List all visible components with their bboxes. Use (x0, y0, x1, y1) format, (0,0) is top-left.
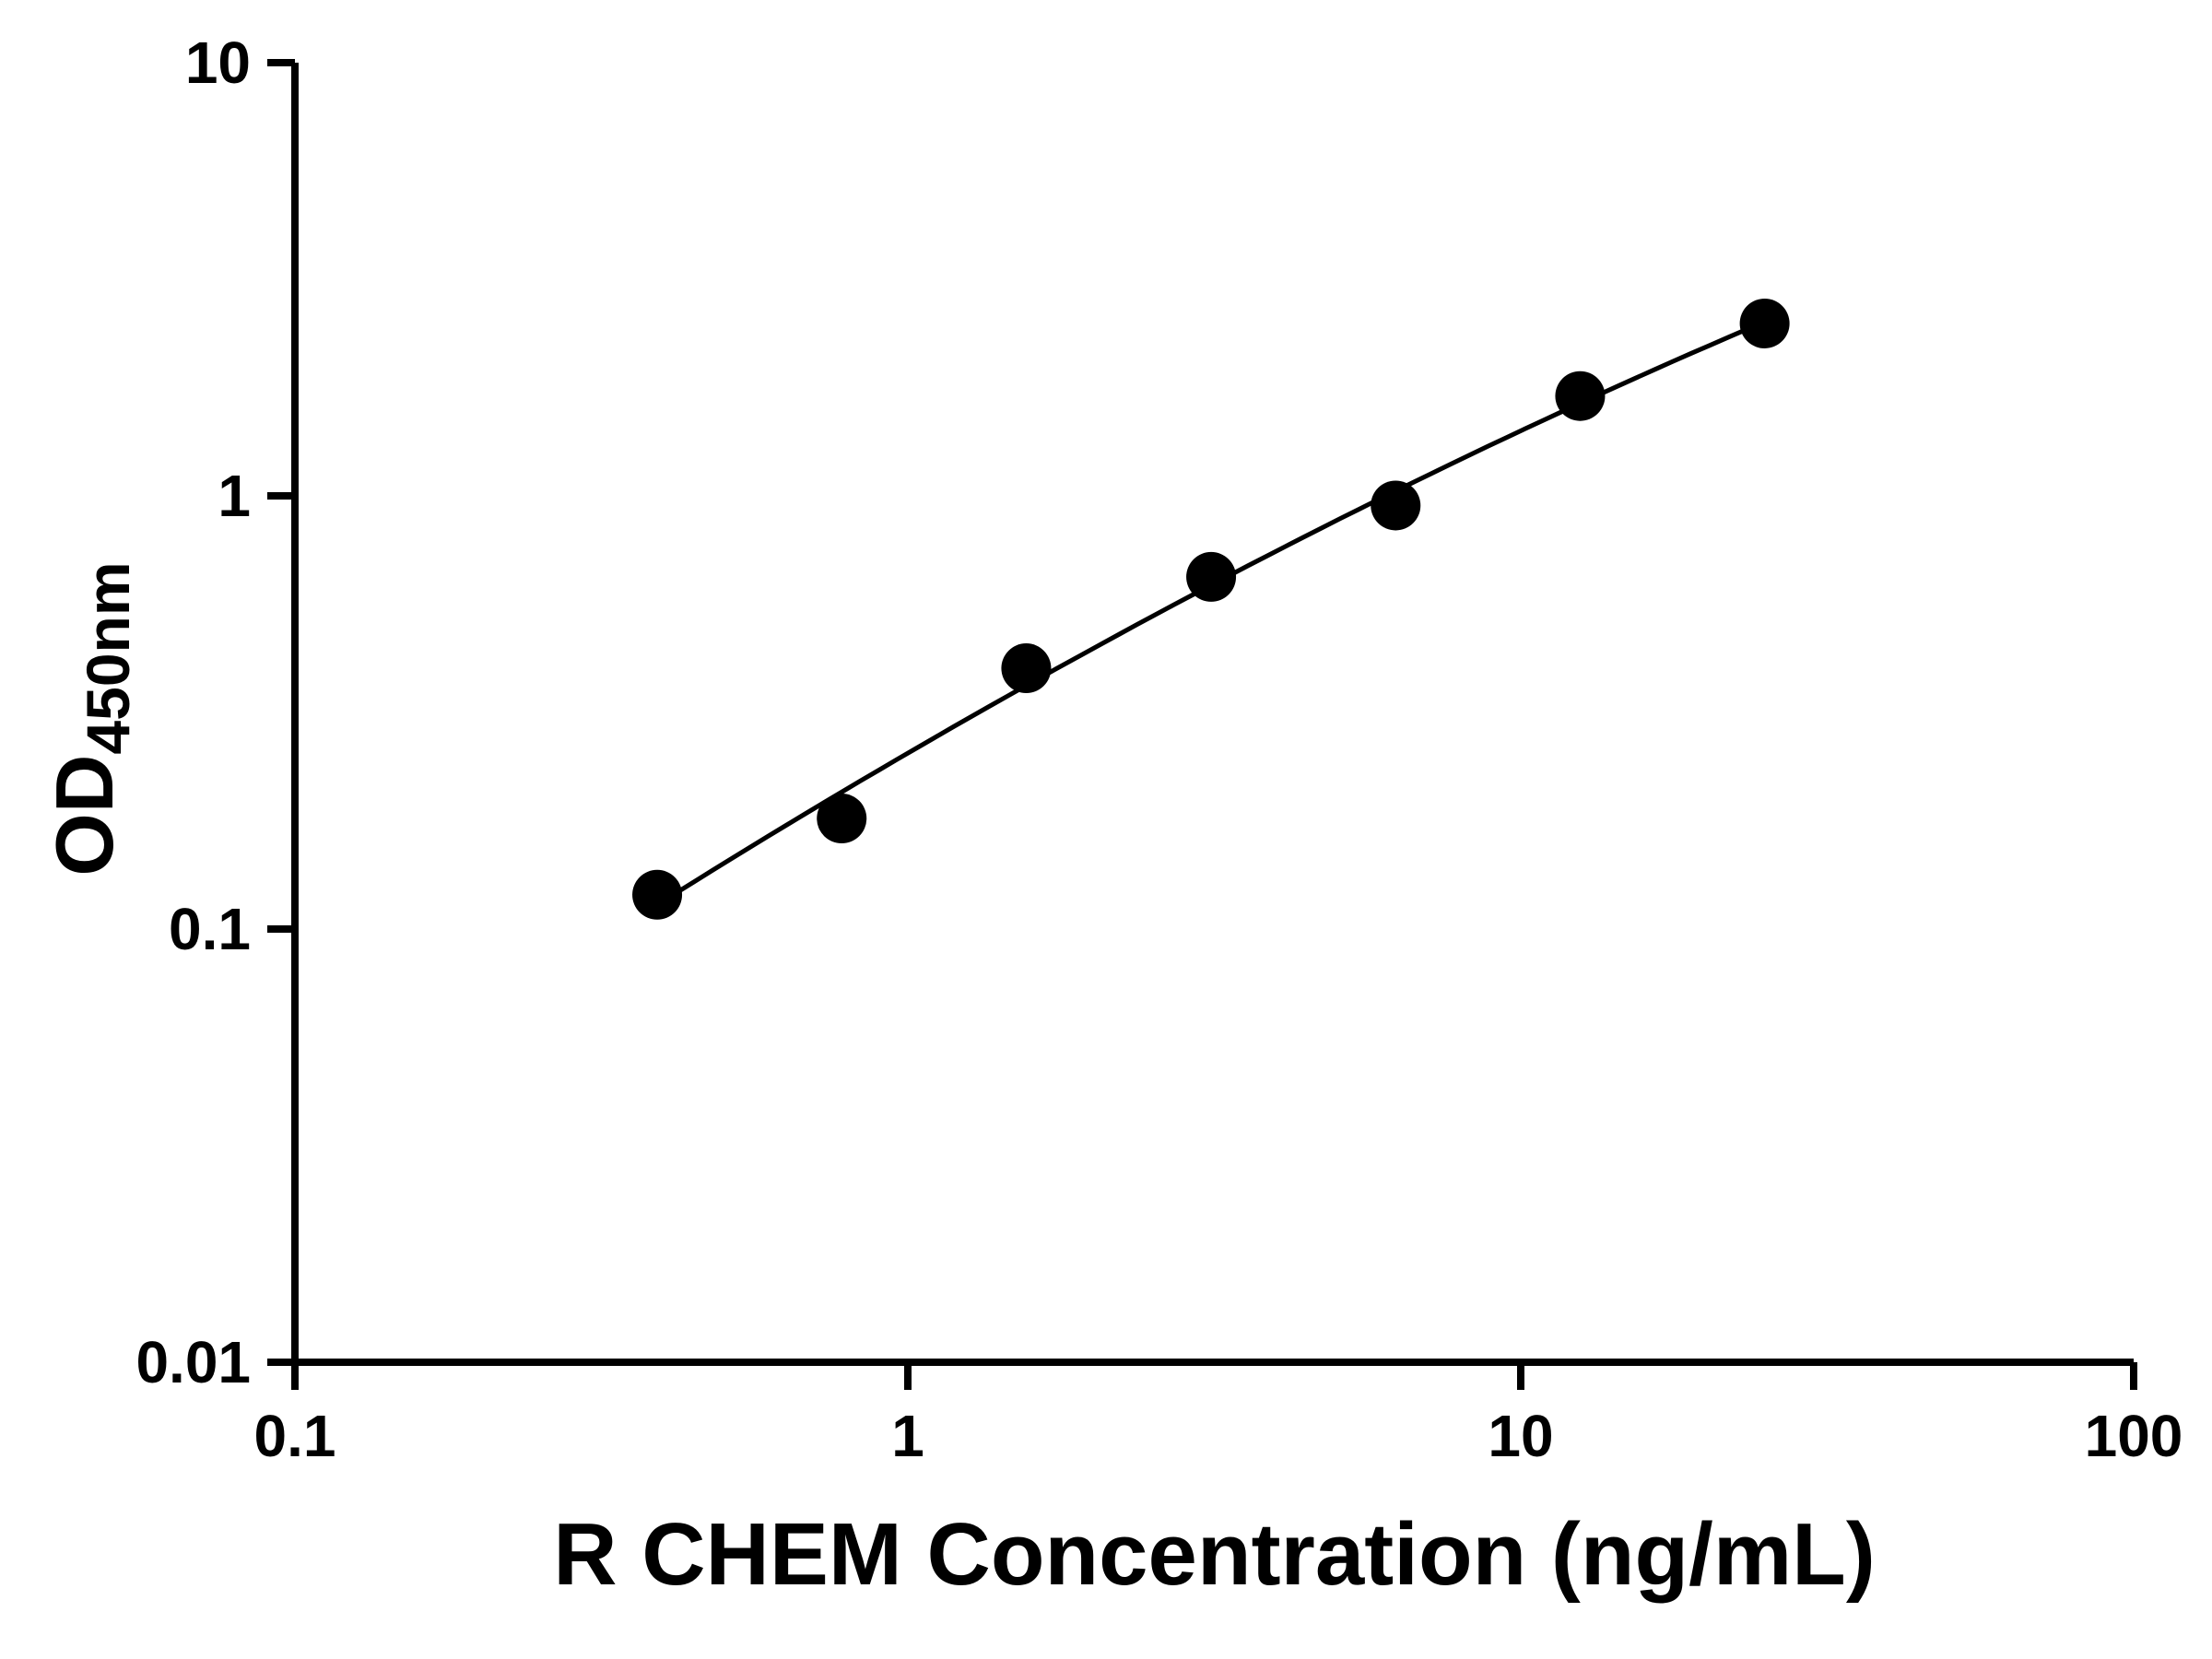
data-point (632, 869, 683, 920)
x-tick-label: 1 (891, 1403, 924, 1469)
data-point (1186, 551, 1237, 602)
y-axis-title: OD450nm (28, 442, 142, 995)
data-point (1001, 643, 1052, 694)
data-point (1371, 480, 1421, 531)
data-point (1555, 371, 1606, 421)
x-tick-label: 10 (1488, 1403, 1553, 1469)
x-tick-label: 100 (2085, 1403, 2183, 1469)
data-point (817, 794, 867, 844)
y-tick-label: 0.1 (169, 896, 251, 962)
data-point (1739, 298, 1790, 348)
y-axis-title-subscript: 450nm (74, 561, 142, 755)
y-tick-label: 1 (218, 463, 251, 529)
y-tick-label: 0.01 (135, 1329, 251, 1395)
y-tick-label: 10 (185, 29, 251, 96)
y-axis-title-main: OD (39, 754, 130, 877)
x-tick-label: 0.1 (254, 1403, 336, 1469)
x-axis-title: R CHEM Concentration (ng/mL) (553, 1505, 1876, 1604)
